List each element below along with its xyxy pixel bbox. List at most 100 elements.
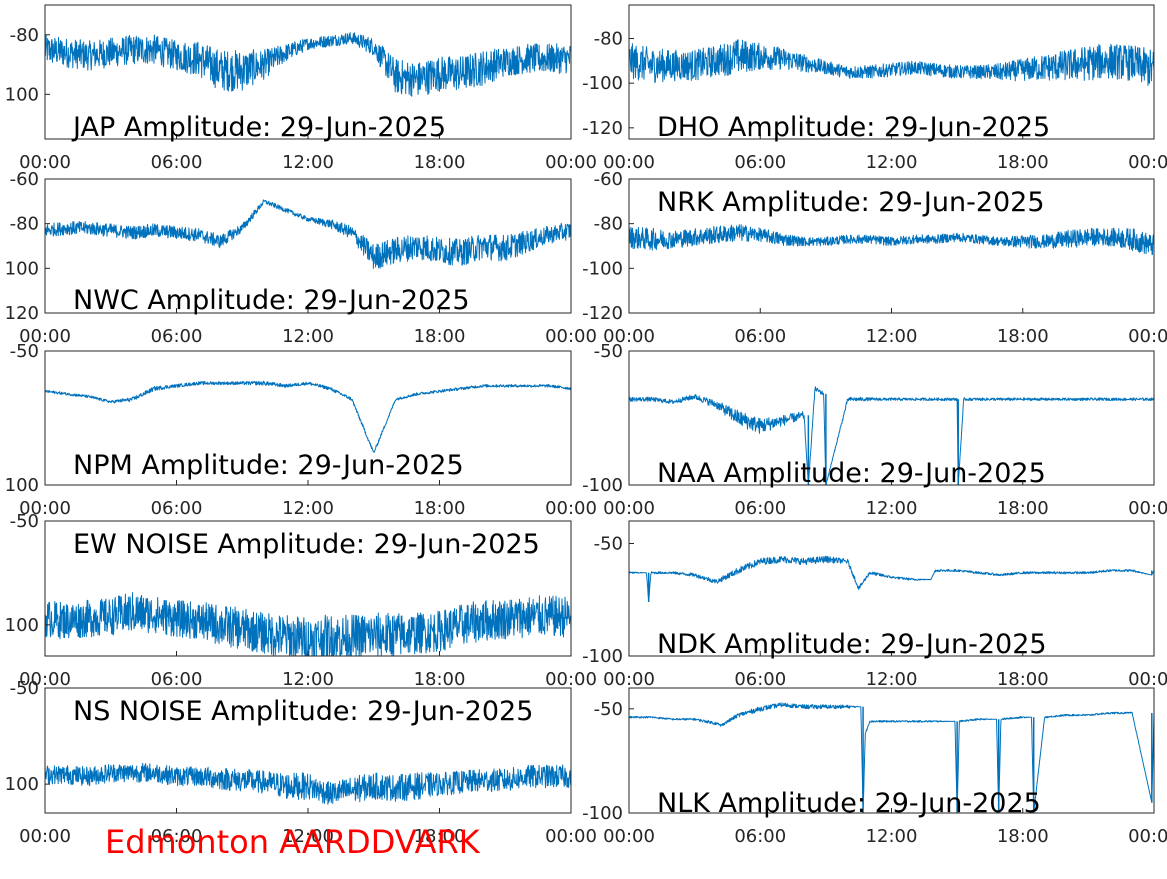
x-tick-label: 00:00 xyxy=(545,826,597,847)
x-tick-label: 00:00 xyxy=(1128,152,1167,173)
y-tick-label: -120 xyxy=(582,303,623,324)
panel-title: DHO Amplitude: 29-Jun-2025 xyxy=(657,112,1050,143)
x-tick-label: 06:00 xyxy=(151,669,203,690)
y-tick-label: -100 xyxy=(582,73,623,94)
panel-title: NDK Amplitude: 29-Jun-2025 xyxy=(657,629,1047,660)
y-tick-label: -100 xyxy=(582,258,623,279)
panel-6: -50 100 00:00 06:00 12:00 18:00 00:00 EW NOISE … xyxy=(5,511,597,690)
panel-title: EW NOISE Amplitude: 29-Jun-2025 xyxy=(73,529,540,560)
y-tick-label: 100 xyxy=(5,258,39,279)
x-tick-label: 00:00 xyxy=(19,669,71,690)
y-tick-label: -50 xyxy=(10,678,39,699)
y-tick-label: -50 xyxy=(594,534,623,555)
x-tick-label: 06:00 xyxy=(734,826,786,847)
y-tick-label: -80 xyxy=(594,29,623,50)
series-line-9-0 xyxy=(629,702,1154,813)
x-tick-label: 12:00 xyxy=(282,498,334,519)
x-tick-label: 18:00 xyxy=(414,498,466,519)
x-tick-label: 00:00 xyxy=(545,498,597,519)
panel-title: NS NOISE Amplitude: 29-Jun-2025 xyxy=(73,696,533,727)
panel-8: -50 100 00:00 06:00 12:00 18:00 00:00 NS NOISE … xyxy=(5,678,597,847)
x-tick-label: 18:00 xyxy=(997,498,1049,519)
panel-3: -60-80-100-12000:0006:0012:0018:0000:00N… xyxy=(582,169,1167,347)
y-tick-label: -100 xyxy=(582,475,623,496)
x-tick-label: 00:00 xyxy=(545,326,597,347)
x-tick-label: 00:00 xyxy=(545,669,597,690)
y-tick-label: -100 xyxy=(582,803,623,824)
y-tick-label: -60 xyxy=(10,169,39,190)
x-tick-label: 06:00 xyxy=(734,498,786,519)
y-tick-label: 100 xyxy=(5,475,39,496)
panel-1: -80-100-12000:0006:0012:0018:0000:00DHO … xyxy=(582,4,1167,173)
x-tick-label: 06:00 xyxy=(734,326,786,347)
series-line-3-0 xyxy=(629,224,1154,256)
x-tick-label: 00:00 xyxy=(1128,669,1167,690)
panel-title: NWC Amplitude: 29-Jun-2025 xyxy=(73,285,470,316)
y-tick-label: -60 xyxy=(594,169,623,190)
x-tick-label: 00:00 xyxy=(603,152,655,173)
y-tick-label: -80 xyxy=(10,25,39,46)
x-tick-label: 12:00 xyxy=(866,152,918,173)
series-line-8-0 xyxy=(45,762,571,805)
x-tick-label: 00:00 xyxy=(1128,826,1167,847)
y-tick-label: -80 xyxy=(10,214,39,235)
y-tick-label: 120 xyxy=(5,303,39,324)
x-tick-label: 18:00 xyxy=(414,669,466,690)
panel-title: NRK Amplitude: 29-Jun-2025 xyxy=(657,187,1045,218)
x-tick-label: 12:00 xyxy=(866,498,918,519)
x-tick-label: 06:00 xyxy=(151,152,203,173)
x-tick-label: 12:00 xyxy=(282,326,334,347)
x-tick-label: 00:00 xyxy=(603,326,655,347)
x-tick-label: 06:00 xyxy=(151,326,203,347)
panel-title: NLK Amplitude: 29-Jun-2025 xyxy=(657,788,1041,819)
x-tick-label: 00:00 xyxy=(545,152,597,173)
series-line-1-0 xyxy=(629,39,1154,87)
y-tick-label: -80 xyxy=(594,214,623,235)
x-tick-label: 12:00 xyxy=(866,326,918,347)
x-tick-label: 06:00 xyxy=(151,498,203,519)
series-line-7-0 xyxy=(629,555,1154,601)
panel-title: NPM Amplitude: 29-Jun-2025 xyxy=(73,450,464,481)
y-tick-label: -50 xyxy=(10,511,39,532)
y-tick-label: 100 xyxy=(5,774,39,795)
y-tick-label: -100 xyxy=(582,646,623,667)
series-line-2-0 xyxy=(45,199,571,269)
x-tick-label: 18:00 xyxy=(997,669,1049,690)
figure-label: Edmonton AARDDVARK xyxy=(105,823,481,861)
x-tick-label: 18:00 xyxy=(414,152,466,173)
y-tick-label: -50 xyxy=(594,341,623,362)
x-tick-label: 00:00 xyxy=(603,669,655,690)
y-tick-label: -50 xyxy=(10,341,39,362)
x-tick-label: 00:00 xyxy=(1128,498,1167,519)
x-tick-label: 12:00 xyxy=(282,152,334,173)
y-tick-label: 100 xyxy=(5,84,39,105)
y-tick-label: 100 xyxy=(5,615,39,636)
series-line-4-0 xyxy=(45,380,571,453)
x-tick-label: 00:00 xyxy=(19,152,71,173)
x-tick-label: 06:00 xyxy=(151,826,203,847)
x-tick-label: 18:00 xyxy=(997,152,1049,173)
x-tick-label: 00:00 xyxy=(19,326,71,347)
series-line-6-0 xyxy=(45,592,571,656)
x-tick-label: 06:00 xyxy=(734,669,786,690)
y-tick-label: -50 xyxy=(594,699,623,720)
x-tick-label: 12:00 xyxy=(866,669,918,690)
x-tick-label: 06:00 xyxy=(734,152,786,173)
panel-title: JAP Amplitude: 29-Jun-2025 xyxy=(71,112,446,143)
x-tick-label: 00:00 xyxy=(603,498,655,519)
x-tick-label: 18:00 xyxy=(414,326,466,347)
x-tick-label: 00:00 xyxy=(603,826,655,847)
panel-title: NAA Amplitude: 29-Jun-2025 xyxy=(657,458,1046,489)
x-tick-label: 18:00 xyxy=(997,826,1049,847)
x-tick-label: 12:00 xyxy=(282,826,334,847)
series-line-5-0 xyxy=(629,386,1154,485)
x-tick-label: 18:00 xyxy=(997,326,1049,347)
